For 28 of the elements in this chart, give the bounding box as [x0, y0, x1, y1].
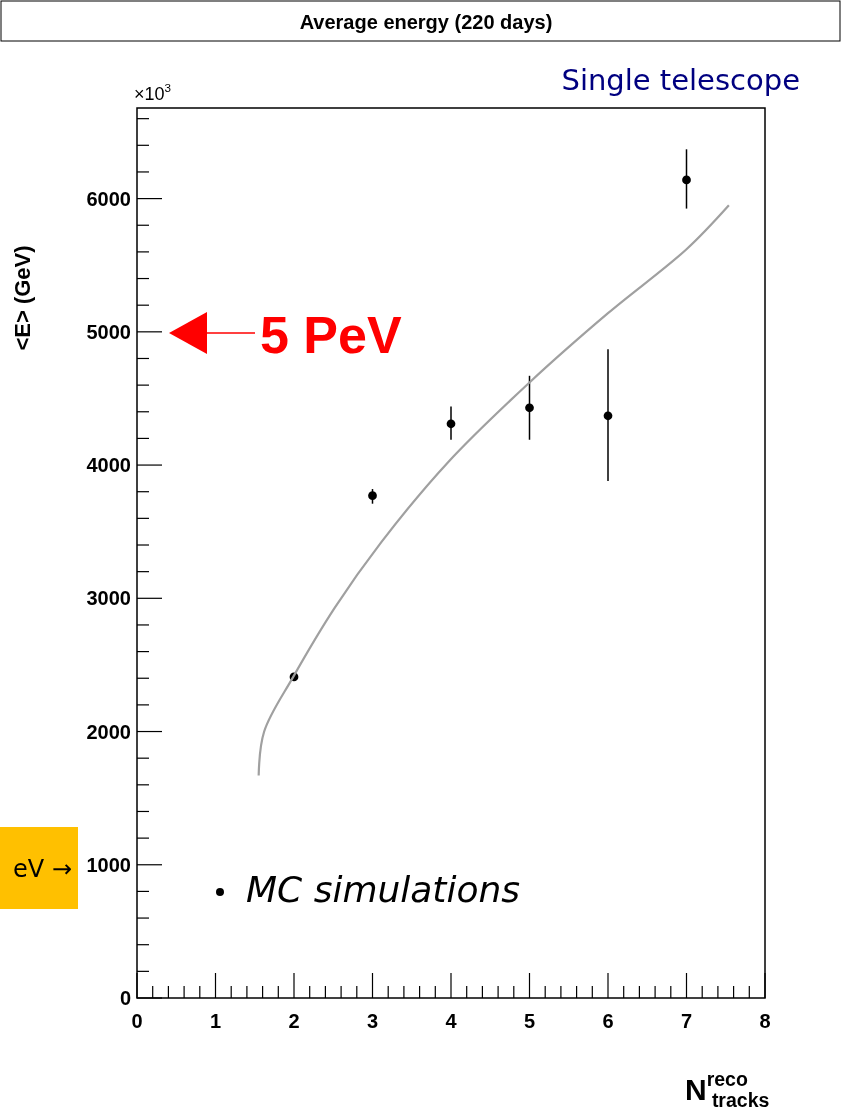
y-axis-title: <E> (GeV) — [10, 245, 35, 351]
point — [446, 419, 456, 429]
x-tick-label: 6 — [602, 1010, 614, 1032]
x-tick-label: 8 — [759, 1010, 771, 1032]
y-tick-label: 6000 — [86, 187, 131, 210]
point — [682, 175, 691, 185]
legend-label: MC simulations — [246, 869, 521, 910]
x-tick-label: 5 — [523, 1010, 536, 1032]
annotation: 5 PeV — [260, 306, 402, 364]
chart-title: Average energy (220 days) — [299, 11, 553, 33]
point — [603, 411, 613, 421]
y-tick-label: 2000 — [86, 720, 131, 743]
x-tick-label: 4 — [445, 1010, 458, 1032]
y-tick-label: 3000 — [86, 587, 131, 610]
text: eV → — [13, 855, 72, 883]
x-tick-label: 1 — [209, 1010, 222, 1032]
y-tick-label: 0 — [119, 987, 131, 1009]
line-series — [257, 204, 730, 777]
y-tick-label: 1000 — [86, 853, 131, 876]
chart-subtitle: Single telescope — [561, 63, 800, 97]
text: ×10$^{3}$ — [134, 80, 172, 104]
point — [525, 403, 534, 413]
x-tick-label: 2 — [288, 1010, 300, 1032]
x-tick-label: 3 — [366, 1010, 379, 1032]
x-tick-label: 7 — [680, 1010, 693, 1032]
y-tick-label: 5000 — [86, 320, 131, 343]
y-tick-label: 4000 — [86, 454, 131, 477]
point — [368, 491, 377, 501]
